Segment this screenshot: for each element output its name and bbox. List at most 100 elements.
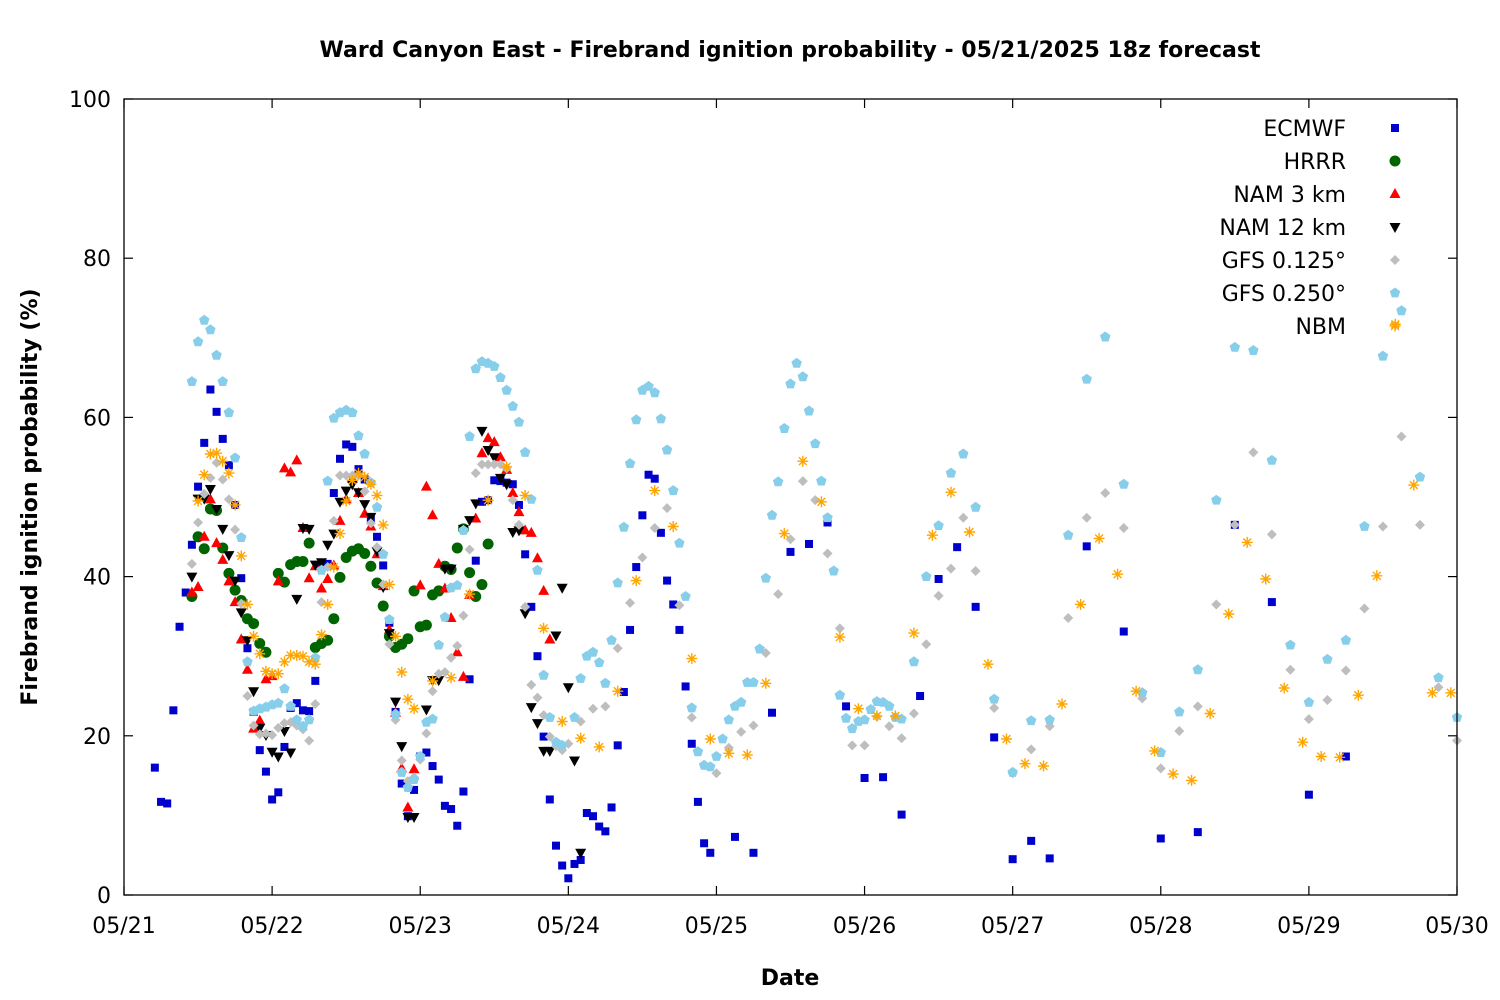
data-point — [334, 571, 346, 583]
data-point — [315, 558, 327, 569]
data-point — [278, 462, 290, 473]
data-point — [842, 702, 851, 711]
data-point — [1075, 599, 1087, 610]
data-point — [192, 580, 204, 591]
data-point — [521, 550, 530, 559]
data-point — [1186, 774, 1198, 786]
data-point — [451, 646, 463, 657]
data-point — [482, 494, 494, 506]
data-point — [834, 689, 846, 700]
data-point — [1149, 745, 1161, 757]
data-point — [494, 451, 506, 462]
data-point — [767, 708, 776, 717]
data-point — [470, 468, 481, 479]
plot-points — [150, 305, 1463, 883]
data-point — [1081, 373, 1092, 384]
legend-marker — [1389, 188, 1401, 198]
y-axis: 0 20 40 60 80 100 — [69, 88, 1457, 909]
data-point — [619, 688, 628, 697]
data-point — [377, 600, 389, 612]
data-point — [649, 387, 660, 398]
data-point — [408, 774, 420, 784]
data-point — [272, 668, 284, 680]
data-point — [655, 413, 667, 424]
legend-item: HRRR — [1284, 150, 1401, 175]
data-point — [1019, 758, 1031, 770]
data-point — [217, 524, 229, 535]
data-point — [822, 548, 833, 559]
data-point — [279, 683, 290, 694]
data-point — [372, 542, 383, 553]
data-point — [402, 782, 414, 792]
data-point — [630, 575, 642, 587]
data-point — [1229, 341, 1241, 352]
data-point — [335, 454, 344, 463]
data-point — [464, 544, 475, 555]
legend-item: NAM 3 km — [1233, 183, 1401, 208]
data-point — [1093, 532, 1105, 544]
chart-title: Ward Canyon East - Firebrand ignition pr… — [320, 38, 1261, 63]
legend-label: HRRR — [1284, 150, 1346, 175]
data-point — [958, 448, 969, 459]
data-point — [1063, 612, 1074, 623]
data-point — [1193, 828, 1202, 837]
data-point — [544, 633, 556, 644]
data-point — [359, 471, 371, 483]
data-point — [908, 708, 919, 719]
data-point — [235, 633, 247, 644]
data-point — [365, 478, 377, 490]
data-point — [631, 414, 642, 425]
data-point — [834, 623, 845, 634]
data-point — [254, 648, 266, 660]
data-point — [1063, 529, 1074, 540]
legend-marker — [1389, 287, 1401, 298]
data-point — [488, 436, 500, 447]
data-point — [204, 448, 216, 460]
data-point — [446, 652, 457, 663]
data-point — [852, 703, 864, 715]
data-point — [680, 591, 691, 601]
data-point — [255, 746, 264, 755]
data-point — [736, 726, 747, 737]
data-point — [823, 518, 832, 527]
data-point — [192, 336, 204, 347]
data-point — [223, 551, 235, 562]
data-point — [513, 519, 524, 530]
data-point — [464, 567, 476, 579]
data-point — [186, 586, 198, 597]
x-tick-label: 05/28 — [1129, 914, 1192, 939]
data-point — [638, 511, 647, 520]
data-point — [1248, 345, 1259, 355]
data-point — [408, 703, 420, 715]
legend-label: ECMWF — [1263, 117, 1346, 142]
data-point — [175, 622, 184, 631]
legend-marker — [1391, 124, 1399, 132]
data-point — [897, 810, 906, 819]
data-point — [248, 720, 259, 731]
data-point — [1396, 431, 1407, 442]
data-point — [334, 528, 346, 540]
data-point — [1334, 751, 1346, 763]
data-point — [859, 740, 870, 751]
data-point — [328, 515, 339, 526]
data-point — [1377, 521, 1388, 532]
data-point — [471, 556, 480, 565]
data-point — [494, 473, 506, 484]
data-point — [964, 526, 975, 538]
data-point — [315, 582, 327, 593]
data-point — [206, 385, 215, 394]
data-point — [612, 643, 623, 654]
data-point — [347, 407, 358, 418]
data-point — [218, 434, 227, 443]
data-point — [544, 746, 556, 757]
data-point — [229, 584, 241, 596]
data-point — [1359, 603, 1370, 614]
data-point — [526, 679, 537, 690]
data-point — [1297, 736, 1309, 748]
data-point — [1156, 834, 1165, 843]
data-point — [420, 705, 432, 716]
data-point — [328, 529, 340, 540]
data-point — [840, 712, 852, 723]
data-point — [211, 447, 223, 459]
data-point — [229, 576, 241, 587]
